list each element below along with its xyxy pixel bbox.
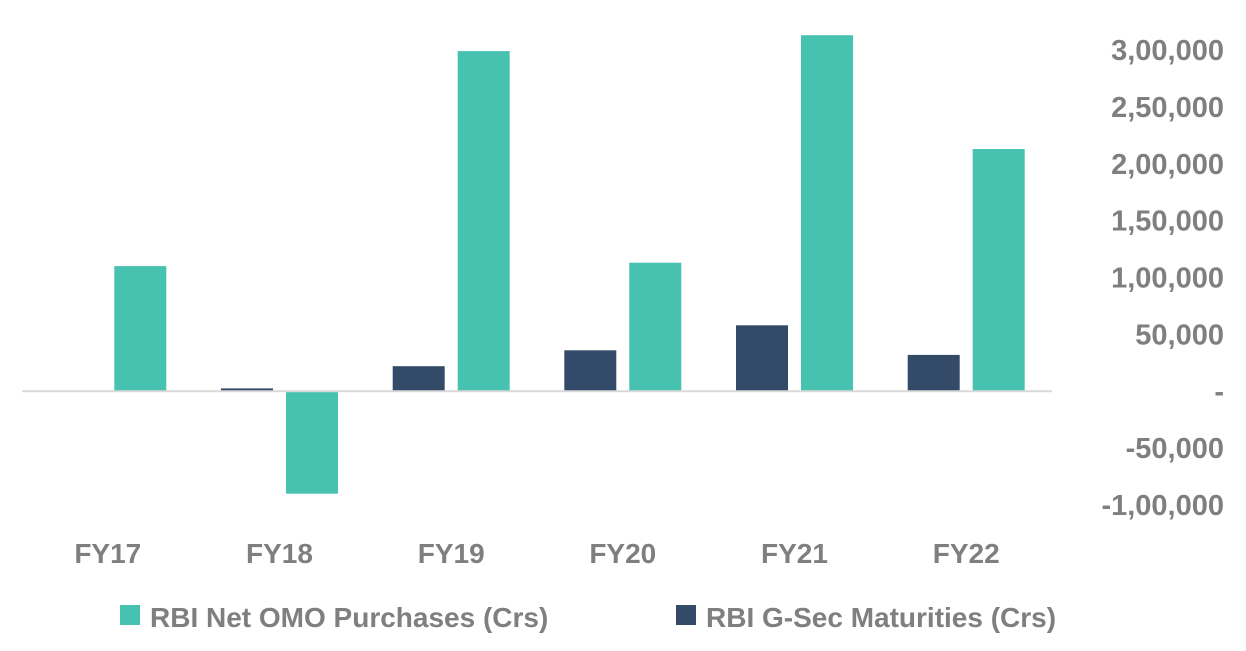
- legend: RBI Net OMO Purchases (Crs) RBI G-Sec Mat…: [120, 602, 1056, 633]
- bar-rbi-net-omo-purchases-crs-fy17: [114, 266, 167, 392]
- bars-layer: [114, 35, 1025, 494]
- y-tick-label: 3,00,000: [1111, 35, 1224, 67]
- legend-swatch: [676, 605, 696, 625]
- y-tick-label: 2,50,000: [1111, 92, 1224, 124]
- y-tick-label: -50,000: [1126, 433, 1224, 465]
- legend-label: RBI Net OMO Purchases (Crs): [150, 602, 548, 633]
- x-category-label: FY22: [933, 538, 1000, 569]
- bar-rbi-net-omo-purchases-crs-fy21: [801, 35, 853, 392]
- y-tick-label: 50,000: [1135, 319, 1224, 351]
- bar-rbi-g-sec-maturities-crs-fy20: [564, 350, 617, 392]
- bar-rbi-net-omo-purchases-crs-fy18: [286, 391, 338, 494]
- legend-label: RBI G-Sec Maturities (Crs): [706, 602, 1056, 633]
- bar-rbi-net-omo-purchases-crs-fy20: [629, 262, 682, 392]
- x-axis-categories: FY17 FY18 FY19 FY20 FY21 FY22: [74, 538, 999, 569]
- y-tick-label: 1,50,000: [1111, 206, 1224, 238]
- bar-rbi-g-sec-maturities-crs-fy18: [221, 388, 273, 392]
- y-tick-label: -: [1214, 376, 1224, 408]
- bar-rbi-g-sec-maturities-crs-fy22: [907, 354, 960, 392]
- y-tick-label: -1,00,000: [1101, 490, 1224, 522]
- bar-rbi-net-omo-purchases-crs-fy22: [972, 149, 1025, 392]
- x-category-label: FY17: [74, 538, 141, 569]
- bar-rbi-g-sec-maturities-crs-fy21: [736, 325, 788, 392]
- bar-rbi-net-omo-purchases-crs-fy19: [457, 51, 510, 392]
- y-axis-ticks: 3,00,000 2,50,000 2,00,000 1,50,000 1,00,000…: [1101, 35, 1224, 522]
- y-tick-label: 1,00,000: [1111, 263, 1224, 295]
- x-category-label: FY21: [761, 538, 828, 569]
- bar-rbi-g-sec-maturities-crs-fy19: [392, 366, 445, 392]
- legend-swatch: [120, 605, 140, 625]
- x-category-label: FY18: [246, 538, 313, 569]
- x-category-label: FY19: [418, 538, 485, 569]
- x-category-label: FY20: [589, 538, 656, 569]
- y-tick-label: 2,00,000: [1111, 149, 1224, 181]
